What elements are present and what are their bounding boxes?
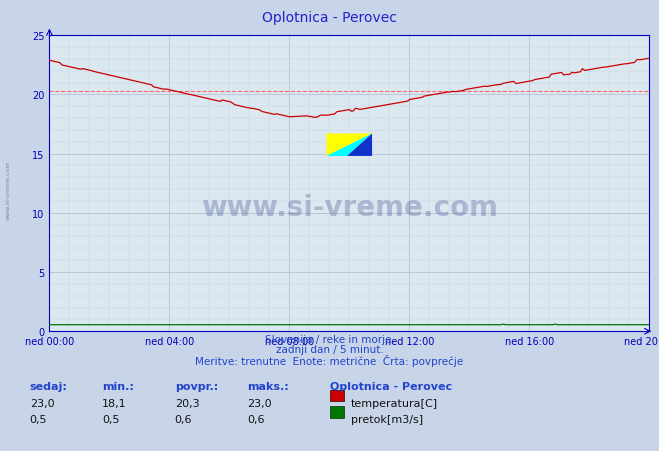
Text: Slovenija / reke in morje.: Slovenija / reke in morje. — [264, 335, 395, 345]
Text: zadnji dan / 5 minut.: zadnji dan / 5 minut. — [275, 345, 384, 354]
Text: 23,0: 23,0 — [30, 398, 54, 408]
Text: Oplotnica - Perovec: Oplotnica - Perovec — [330, 381, 451, 391]
Text: 20,3: 20,3 — [175, 398, 199, 408]
Text: 23,0: 23,0 — [247, 398, 272, 408]
Text: 0,6: 0,6 — [175, 414, 192, 424]
Text: 0,5: 0,5 — [102, 414, 120, 424]
Text: Oplotnica - Perovec: Oplotnica - Perovec — [262, 11, 397, 25]
Text: 18,1: 18,1 — [102, 398, 127, 408]
Text: min.:: min.: — [102, 381, 134, 391]
Text: 0,5: 0,5 — [30, 414, 47, 424]
Text: Meritve: trenutne  Enote: metrične  Črta: povprečje: Meritve: trenutne Enote: metrične Črta: … — [195, 354, 464, 367]
Text: www.si-vreme.com: www.si-vreme.com — [201, 193, 498, 221]
Text: sedaj:: sedaj: — [30, 381, 67, 391]
Text: temperatura[C]: temperatura[C] — [351, 398, 438, 408]
Text: 0,6: 0,6 — [247, 414, 265, 424]
Polygon shape — [326, 134, 372, 156]
Text: maks.:: maks.: — [247, 381, 289, 391]
Polygon shape — [326, 134, 372, 156]
Text: www.si-vreme.com: www.si-vreme.com — [5, 160, 11, 219]
Text: pretok[m3/s]: pretok[m3/s] — [351, 414, 422, 424]
Polygon shape — [347, 134, 372, 156]
Text: povpr.:: povpr.: — [175, 381, 218, 391]
